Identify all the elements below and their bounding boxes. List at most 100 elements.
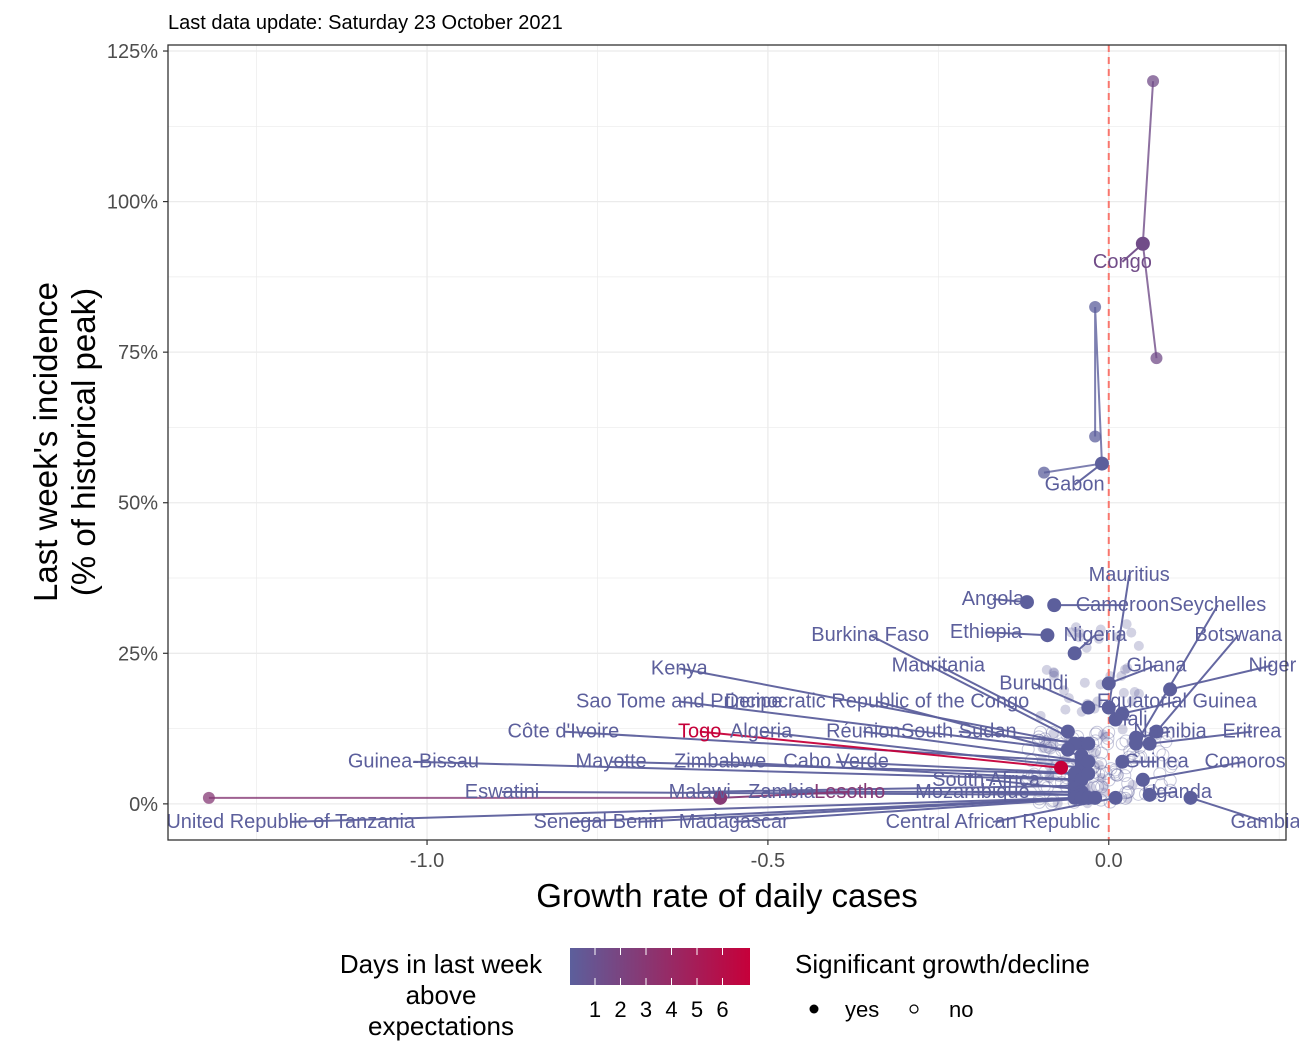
history-point: [1079, 677, 1090, 688]
leader-ethiopia: [985, 631, 1048, 637]
y-tick-label: 25%: [118, 643, 158, 665]
trail-point: [1089, 300, 1102, 313]
leader-c-te-d-ivoire: [563, 730, 1082, 763]
point-r-union: [1081, 754, 1096, 769]
history-point: [1104, 762, 1118, 776]
history-point: [1166, 757, 1180, 771]
label-uganda: Uganda: [1142, 781, 1213, 803]
history-point: [1027, 767, 1041, 781]
point-mali: [1108, 712, 1123, 727]
leader-south-africa: [985, 778, 1075, 790]
legend-break-label: 4: [665, 997, 677, 1022]
leader-sao-tome-and-principe: [679, 700, 1068, 751]
trail-point: [202, 791, 215, 804]
y-tick-label: 50%: [118, 493, 158, 515]
history-point: [1032, 730, 1046, 744]
leader-benin: [638, 796, 1089, 823]
history-point: [1121, 785, 1135, 799]
history-point: [1132, 751, 1146, 765]
label-nigeria: Nigeria: [1063, 624, 1127, 646]
history-point: [1133, 688, 1144, 699]
leader-gambia: [1190, 796, 1266, 823]
history-point: [1089, 727, 1103, 741]
leader-madagascar: [733, 796, 1096, 823]
x-tick-label: -1.0: [410, 850, 444, 872]
label-lesotho: Lesotho: [814, 781, 885, 803]
x-tick-label: -0.5: [751, 850, 785, 872]
leader-burkina-faso: [869, 634, 1082, 745]
leader-comoros: [1142, 760, 1246, 781]
history-point: [1097, 729, 1108, 740]
plot-border: [167, 44, 1287, 841]
point-congo: [1135, 236, 1150, 251]
y-tick-label: 100%: [107, 192, 158, 214]
history-point: [1049, 670, 1060, 681]
history-point: [1048, 775, 1062, 789]
leader-democratic-republic-of-the-congo: [876, 700, 1082, 757]
leader-eswatini: [502, 790, 1075, 796]
leader-equatorial-guinea: [1122, 700, 1178, 715]
history-point: [1122, 793, 1133, 804]
history-point: [1110, 768, 1124, 782]
label-central-african-republic: Central African Republic: [886, 811, 1101, 833]
label-cameroon: Cameroon: [1076, 594, 1169, 616]
point-botswana: [1149, 724, 1164, 739]
history-point: [1118, 769, 1132, 783]
leader-lesotho: [720, 790, 850, 799]
history-point: [1164, 760, 1178, 774]
label-sao-tome-and-principe: Sao Tome and Principe: [576, 690, 782, 712]
label-r-union: Réunion: [826, 721, 901, 743]
legend-break-label: 2: [614, 997, 626, 1022]
history-point: [1102, 773, 1116, 787]
history-point: [1090, 725, 1104, 739]
label-niger: Niger: [1248, 654, 1296, 676]
shape-legend: Significant growth/decline yes no: [795, 949, 1090, 1022]
point-south-sudan: [1081, 736, 1096, 751]
leader-malawi: [699, 784, 1075, 793]
label-eritrea: Eritrea: [1222, 721, 1282, 743]
color-legend-title-line3: expectations: [368, 1011, 514, 1041]
history-point: [1074, 627, 1085, 638]
history-point: [1074, 632, 1085, 643]
label-c-te-d-ivoire: Côte d'Ivoire: [508, 721, 620, 743]
history-point: [1115, 737, 1129, 751]
label-guinea-bissau: Guinea-Bissau: [348, 751, 479, 773]
legend-break-label: 3: [640, 997, 652, 1022]
label-equatorial-guinea: Equatorial Guinea: [1097, 690, 1258, 712]
plot-area: [202, 45, 1273, 840]
point-niger: [1163, 682, 1178, 697]
point-gambia: [1183, 790, 1198, 805]
point-ghana: [1101, 676, 1116, 691]
history-point: [1121, 777, 1135, 791]
y-axis-title-line2: (% of historical peak): [65, 288, 102, 596]
point-nigeria: [1067, 646, 1082, 661]
label-mozambique: Mozambique: [915, 781, 1030, 803]
history-point: [1100, 731, 1111, 742]
label-kenya: Kenya: [651, 657, 709, 679]
point-namibia: [1129, 730, 1144, 745]
point-ethiopia: [1040, 628, 1055, 643]
history-point: [1108, 767, 1122, 781]
legend-label-no: no: [949, 997, 973, 1022]
leader-r-union: [863, 730, 1089, 763]
history-point: [1095, 746, 1109, 760]
label-mauritius: Mauritius: [1089, 564, 1170, 586]
history-point: [1154, 778, 1168, 792]
label-eswatini: Eswatini: [465, 781, 539, 803]
color-legend-title-line1: Days in last week: [340, 949, 543, 979]
point-angola: [1019, 595, 1034, 610]
trail-point: [1150, 352, 1163, 365]
point-togo: [1054, 760, 1069, 775]
point-uganda: [1142, 787, 1157, 802]
history-point: [1127, 779, 1138, 790]
history-point: [1127, 696, 1138, 707]
history-point: [1152, 745, 1166, 759]
history-point: [1122, 663, 1133, 674]
history-point: [1021, 742, 1035, 756]
leader-eritrea: [1149, 730, 1253, 745]
label-togo: Togo: [678, 721, 721, 743]
label-democratic-republic-of-the-congo: Democratic Republic of the Congo: [725, 690, 1030, 712]
label-seychelles: Seychelles: [1169, 594, 1266, 616]
point-comoros: [1135, 772, 1150, 787]
